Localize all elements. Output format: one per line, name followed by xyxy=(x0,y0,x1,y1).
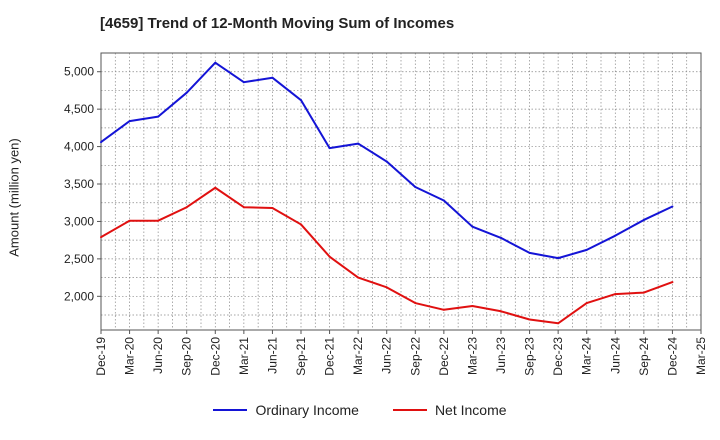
x-tick-label: Sep-22 xyxy=(408,337,422,376)
x-tick-label: Jun-24 xyxy=(608,337,622,374)
chart-title: [4659] Trend of 12-Month Moving Sum of I… xyxy=(100,15,455,32)
data-point-net-income xyxy=(614,293,617,296)
data-point-ordinary-income xyxy=(614,234,617,237)
x-tick-label: Sep-23 xyxy=(523,337,537,376)
x-tick-label: Jun-20 xyxy=(151,337,165,374)
data-point-net-income xyxy=(128,219,131,222)
x-tick-label: Mar-24 xyxy=(580,337,594,375)
x-tick-label: Mar-22 xyxy=(351,337,365,375)
x-tick-label: Sep-20 xyxy=(180,337,194,376)
data-point-net-income xyxy=(357,276,360,279)
data-point-ordinary-income xyxy=(214,61,217,64)
grid-layer xyxy=(100,53,702,330)
y-tick-label: 2,500 xyxy=(64,252,94,266)
data-point-ordinary-income xyxy=(442,199,445,202)
data-point-net-income xyxy=(414,302,417,305)
data-point-ordinary-income xyxy=(328,147,331,150)
data-point-net-income xyxy=(242,206,245,209)
x-tick-label: Mar-20 xyxy=(123,337,137,375)
plot-frame xyxy=(100,52,702,331)
data-point-net-income xyxy=(300,223,302,226)
data-point-ordinary-income xyxy=(300,99,302,102)
data-point-ordinary-income xyxy=(100,141,102,144)
data-point-net-income xyxy=(271,206,274,209)
legend-swatch-ordinary-income xyxy=(213,409,248,411)
y-tick-label: 5,000 xyxy=(64,65,94,79)
y-tick-label: 2,000 xyxy=(64,289,94,303)
data-point-ordinary-income xyxy=(157,115,160,118)
x-tick-label: Mar-25 xyxy=(694,337,708,375)
data-point-ordinary-income xyxy=(414,186,417,189)
data-point-ordinary-income xyxy=(528,251,531,254)
x-tick-label: Dec-21 xyxy=(323,337,337,376)
x-tick-label: Sep-24 xyxy=(637,337,651,376)
data-point-net-income xyxy=(471,305,474,308)
data-point-ordinary-income xyxy=(557,257,560,260)
y-tick-label: 4,000 xyxy=(64,140,94,154)
x-tick-label: Sep-21 xyxy=(294,337,308,376)
legend-swatch-net-income xyxy=(392,409,427,411)
data-point-net-income xyxy=(442,308,445,311)
y-tick-label: 3,000 xyxy=(64,214,94,228)
series-layer xyxy=(100,61,674,325)
legend-label-ordinary-income: Ordinary Income xyxy=(255,402,359,418)
data-point-net-income xyxy=(328,255,331,258)
data-point-ordinary-income xyxy=(585,248,588,251)
x-tick-label: Mar-23 xyxy=(465,337,479,375)
x-tick-label: Dec-24 xyxy=(665,337,679,376)
data-point-net-income xyxy=(528,318,531,321)
x-tick-label: Dec-19 xyxy=(94,337,108,376)
data-point-ordinary-income xyxy=(471,225,474,228)
x-tick-label: Jun-23 xyxy=(494,337,508,374)
data-point-ordinary-income xyxy=(500,236,502,239)
data-point-ordinary-income xyxy=(642,218,645,221)
x-tick-label: Jun-22 xyxy=(380,337,394,374)
data-point-net-income xyxy=(500,310,502,313)
data-point-net-income xyxy=(671,281,674,284)
data-point-net-income xyxy=(214,186,217,189)
data-point-ordinary-income xyxy=(128,120,131,123)
legend-label-net-income: Net Income xyxy=(434,402,507,418)
legend-item-ordinary-income: Ordinary Income xyxy=(213,402,359,418)
x-tick-label: Dec-22 xyxy=(437,337,451,376)
data-point-ordinary-income xyxy=(671,205,674,208)
legend: Ordinary Income Net Income xyxy=(0,402,720,418)
data-point-ordinary-income xyxy=(185,91,188,94)
data-point-net-income xyxy=(557,322,560,325)
data-point-ordinary-income xyxy=(242,81,245,84)
data-point-net-income xyxy=(185,206,188,209)
data-point-ordinary-income xyxy=(271,76,274,79)
x-tick-label: Dec-23 xyxy=(551,337,565,376)
line-chart: 2,000 2,500 3,000 3,500 4,000 4,500 5,000 Dec-1… xyxy=(64,52,708,376)
data-point-net-income xyxy=(585,302,588,305)
data-point-net-income xyxy=(642,291,645,294)
y-tick-label: 4,500 xyxy=(64,102,94,116)
data-point-ordinary-income xyxy=(385,160,388,163)
data-point-net-income xyxy=(157,219,160,222)
x-tick-label: Mar-21 xyxy=(237,337,251,375)
data-point-net-income xyxy=(385,286,388,289)
data-point-ordinary-income xyxy=(357,142,360,145)
x-tick-label: Jun-21 xyxy=(265,337,279,374)
x-tick-label: Dec-20 xyxy=(208,337,222,376)
data-point-net-income xyxy=(100,236,102,239)
y-tick-label: 3,500 xyxy=(64,177,94,191)
legend-item-net-income: Net Income xyxy=(392,402,507,418)
axis-layer: 2,000 2,500 3,000 3,500 4,000 4,500 5,000 Dec-1… xyxy=(64,52,708,376)
